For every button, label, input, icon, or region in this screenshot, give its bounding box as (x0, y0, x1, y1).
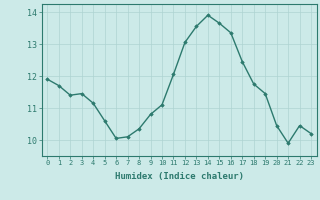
X-axis label: Humidex (Indice chaleur): Humidex (Indice chaleur) (115, 172, 244, 181)
